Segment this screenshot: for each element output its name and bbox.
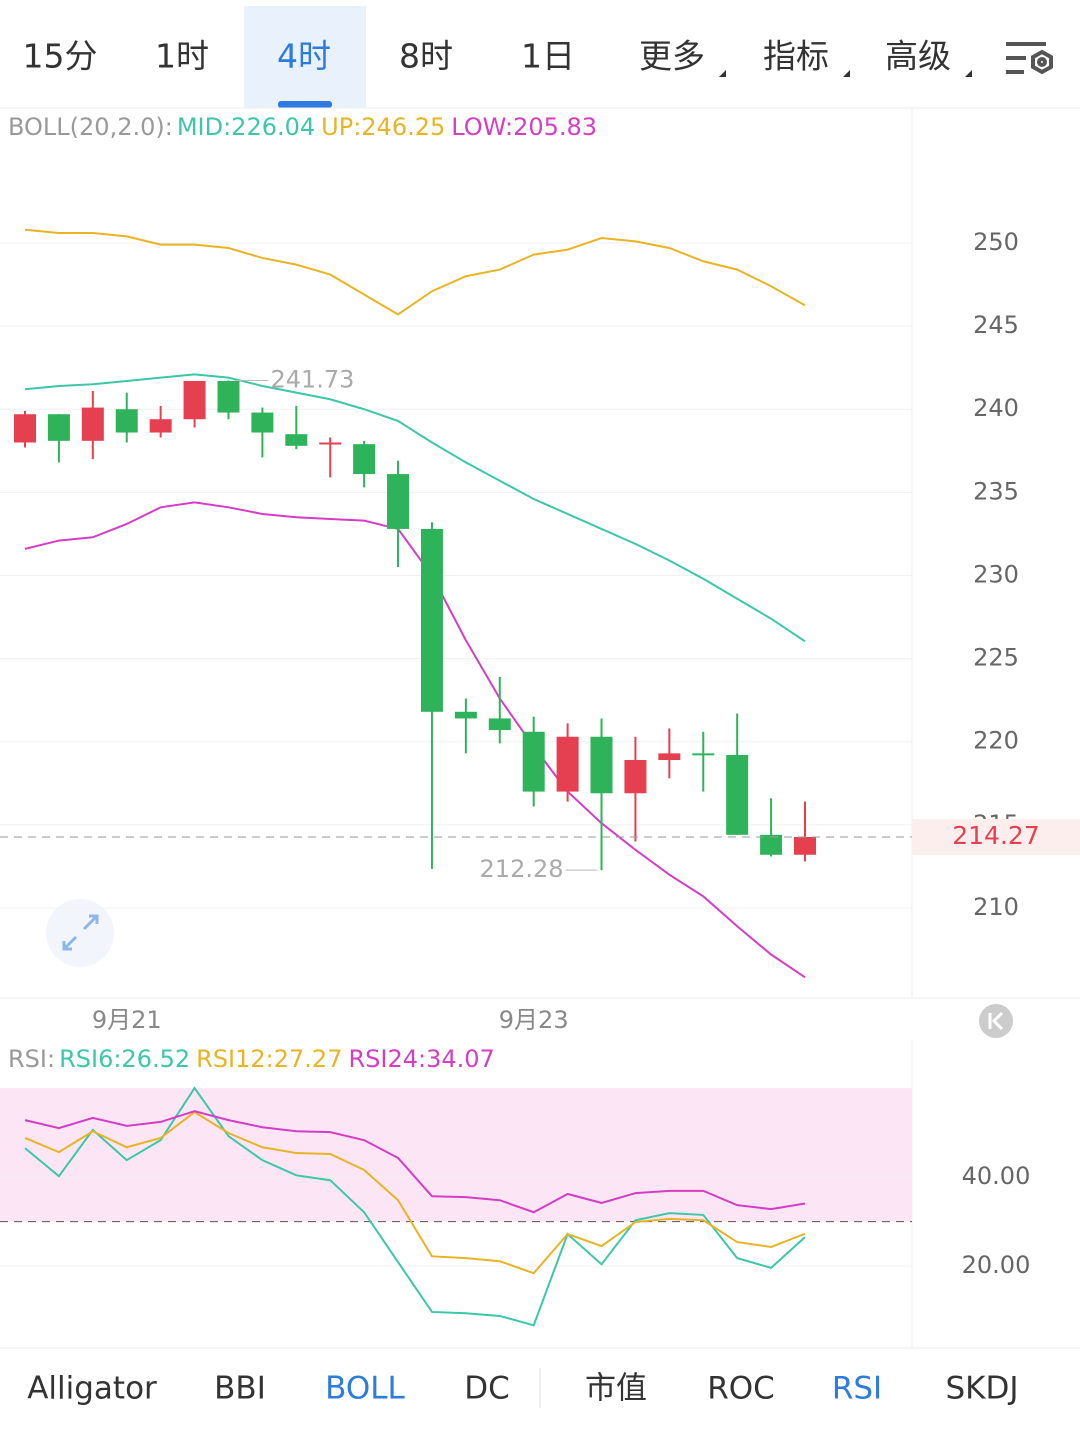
indicator-tab[interactable]: Alligator — [27, 1371, 157, 1407]
y-tick-label: 245 — [973, 311, 1019, 339]
candle-body — [14, 414, 36, 443]
candle-body — [726, 755, 749, 835]
tab[interactable]: 指标 — [763, 37, 829, 76]
dropdown-caret — [965, 70, 972, 77]
expand-bg — [46, 899, 114, 967]
legend-entry: RSI6:26.52 — [59, 1045, 190, 1073]
expand-arrows — [62, 914, 99, 951]
reset-button[interactable] — [979, 1004, 1013, 1038]
y-tick-label: 240 — [973, 394, 1019, 422]
tab[interactable]: 更多 — [639, 37, 705, 76]
y-tick-label: 250 — [973, 228, 1019, 256]
current-price-bg — [912, 818, 1080, 855]
candle-body — [454, 711, 477, 719]
selected-tab-indicator — [278, 101, 332, 108]
candle-body — [47, 414, 70, 441]
candle-body — [353, 444, 376, 475]
legend-entry: LOW:205.83 — [451, 113, 597, 141]
indicator-tab[interactable]: BBI — [214, 1371, 266, 1407]
y-tick-label: 20.00 — [962, 1251, 1031, 1279]
y-tick-label: 40.00 — [962, 1162, 1031, 1190]
indicator-line — [24, 1110, 806, 1214]
y-tick-label: 230 — [973, 560, 1019, 588]
y-tick-label: 220 — [973, 727, 1019, 755]
indicator-tab[interactable]: SKDJ — [945, 1371, 1018, 1407]
candle-body — [556, 736, 579, 792]
candle-body — [251, 412, 274, 433]
candle-body — [522, 731, 545, 792]
candle-body — [115, 409, 138, 433]
legend-entry: RSI12:27.27 — [196, 1045, 342, 1073]
candle-body — [658, 753, 681, 761]
candle-body — [81, 407, 104, 441]
indicator-line — [24, 373, 806, 643]
candle-body — [285, 434, 308, 446]
low-annotation: 212.28 — [480, 855, 564, 883]
candle-body — [590, 736, 613, 794]
dropdown-caret — [719, 70, 726, 77]
icon-hex — [1031, 49, 1053, 75]
icon-dot — [1037, 57, 1047, 67]
y-tick-label: 210 — [973, 893, 1019, 921]
indicator-tab[interactable]: 市值 — [585, 1371, 647, 1407]
reset-arrow — [988, 1011, 1004, 1031]
tab[interactable]: 15分 — [23, 37, 98, 76]
dropdown-caret — [843, 70, 850, 77]
candle-body — [760, 834, 783, 855]
y-tick-label: 225 — [973, 644, 1019, 672]
legend-entry: MID:226.04 — [177, 113, 315, 141]
current-price-label: 214.27 — [952, 821, 1039, 850]
x-tick-label: 9月23 — [499, 1006, 569, 1034]
candle-body — [183, 380, 206, 420]
indicator-tab[interactable]: ROC — [707, 1371, 775, 1407]
legend-indicator: BOLL(20,2.0): — [8, 113, 173, 141]
legend-entry: UP:246.25 — [321, 113, 445, 141]
indicator-line — [24, 1086, 806, 1327]
expand-button[interactable] — [46, 899, 114, 967]
indicator-tab[interactable]: BOLL — [325, 1371, 405, 1407]
settings-icon[interactable] — [1006, 42, 1053, 75]
indicator-tab[interactable]: DC — [464, 1371, 510, 1407]
tab[interactable]: 8时 — [399, 37, 453, 76]
indicator-tab[interactable]: RSI — [832, 1371, 882, 1407]
tab[interactable]: 1日 — [521, 37, 575, 76]
legend: RSI: RSI6:26.52 RSI12:27.27 RSI24:34.07 — [8, 1045, 495, 1073]
candle-body — [420, 528, 443, 712]
band — [0, 1088, 912, 1222]
legend: BOLL(20,2.0): MID:226.04 UP:246.25 LOW:205.… — [8, 113, 597, 141]
indicator-line — [24, 1110, 806, 1275]
selected-tab-bg — [244, 6, 366, 108]
y-tick-label: 235 — [973, 477, 1019, 505]
x-tick-label: 9月21 — [92, 1006, 162, 1034]
candle-body — [692, 753, 715, 756]
candle-body — [794, 836, 816, 855]
legend-entry: RSI24:34.07 — [348, 1045, 494, 1073]
tab[interactable]: 高级 — [885, 37, 951, 76]
high-annotation: 241.73 — [270, 365, 354, 393]
candle-body — [488, 718, 511, 731]
legend-indicator: RSI: — [8, 1045, 55, 1073]
tab[interactable]: 1时 — [155, 37, 209, 76]
candle-body — [217, 380, 240, 413]
candle-body — [319, 442, 342, 445]
candle-body — [624, 760, 647, 794]
tab[interactable]: 4时 — [277, 37, 331, 76]
indicator-line — [24, 501, 806, 979]
candle-body — [149, 419, 172, 433]
candle-body — [387, 474, 410, 529]
indicator-line — [24, 228, 806, 316]
